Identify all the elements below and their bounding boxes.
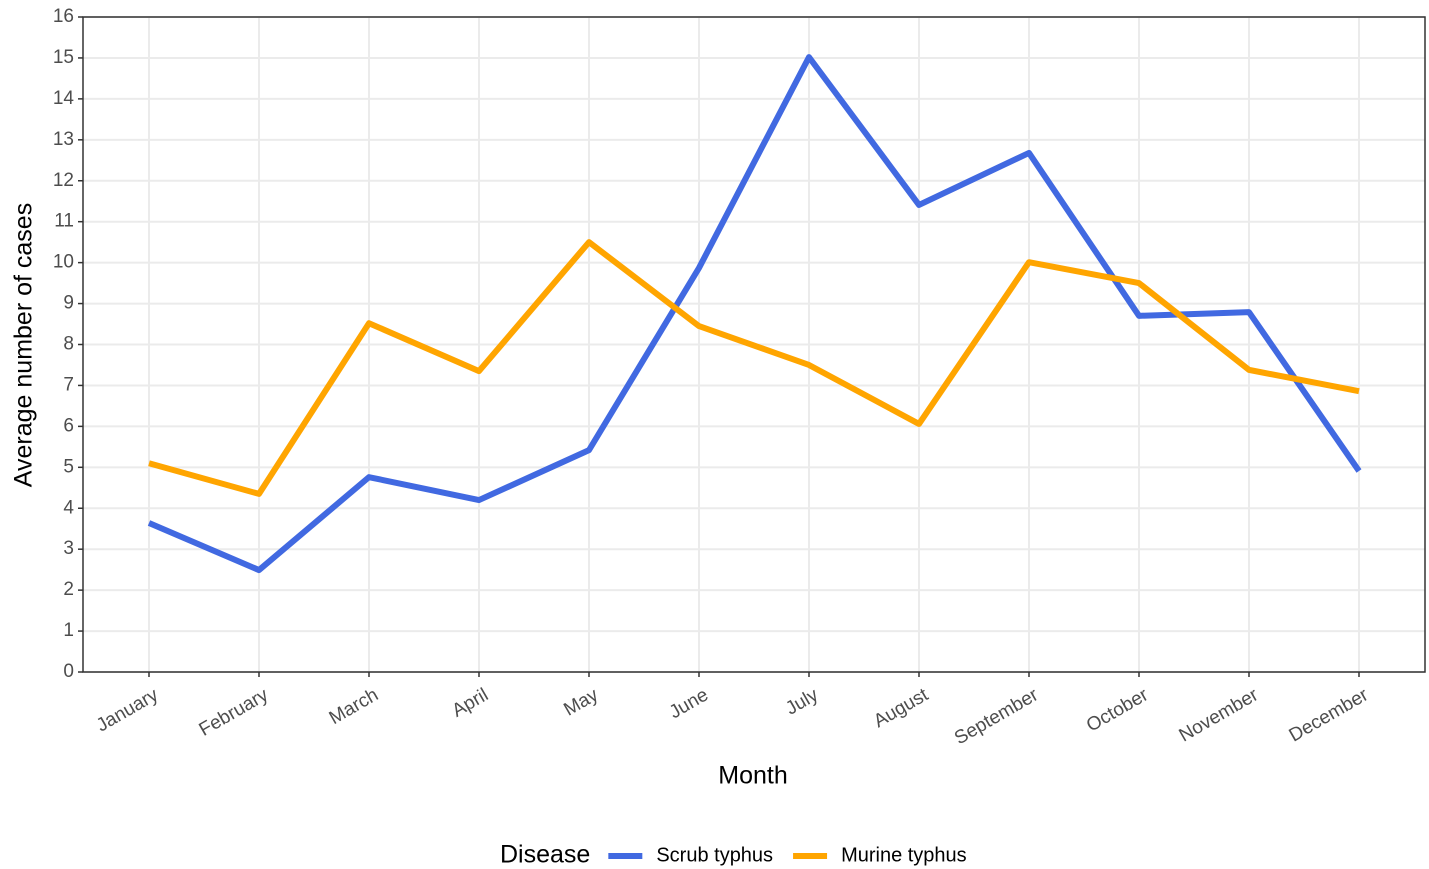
y-tick-label: 8 [63,334,74,355]
y-tick-label: 2 [63,579,74,600]
y-tick-label: 3 [63,538,74,559]
y-tick-label: 11 [54,211,74,232]
y-tick-label: 7 [63,374,74,395]
y-axis-label: Average number of cases [10,203,38,487]
x-tick-label: August [870,684,932,732]
plot-border [82,16,1426,673]
x-tick-label: July [782,684,822,719]
x-tick-label: February [196,684,273,740]
y-tick-label: 5 [63,456,74,477]
legend-label: Murine typhus [841,844,967,866]
series-line [148,239,1360,497]
y-tick-label: 9 [63,293,74,314]
y-tick-label: 12 [53,170,74,191]
legend-title: Disease [500,841,590,869]
y-tick-label: 15 [53,47,74,68]
series-line [147,54,1362,574]
x-tick-label: April [449,684,492,721]
y-tick-label: 4 [63,497,74,518]
x-tick-label: November [1176,684,1263,746]
x-tick-label: September [951,684,1043,749]
y-tick-label: 10 [53,252,74,273]
y-tick-label: 0 [63,661,74,682]
x-tick-label: October [1083,684,1153,736]
legend-label: Scrub typhus [656,844,773,866]
x-axis-label: Month [718,762,787,790]
y-tick-label: 14 [53,88,75,109]
x-tick-label: January [93,684,162,736]
y-tick-label: 13 [53,129,74,150]
x-tick-label: May [560,684,602,720]
x-tick-label: March [326,684,382,729]
y-tick-label: 16 [53,6,74,27]
y-tick-label: 6 [63,415,74,436]
x-tick-label: June [666,684,712,723]
x-tick-label: December [1286,684,1373,746]
y-tick-label: 1 [63,620,74,641]
